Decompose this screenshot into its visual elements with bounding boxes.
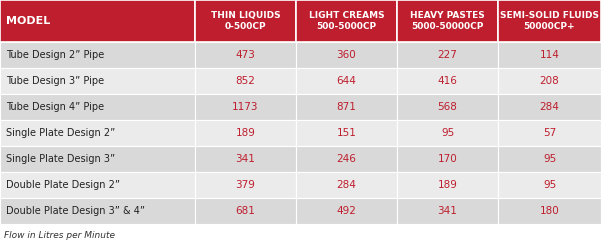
Text: Double Plate Design 3” & 4”: Double Plate Design 3” & 4” — [6, 206, 145, 216]
Text: 246: 246 — [337, 154, 356, 164]
Text: 341: 341 — [438, 206, 457, 216]
Bar — [498, 68, 601, 94]
Bar — [498, 94, 601, 120]
Bar — [296, 146, 397, 172]
Bar — [498, 0, 601, 42]
Text: 208: 208 — [540, 76, 560, 86]
Bar — [498, 172, 601, 198]
Text: 379: 379 — [236, 180, 255, 190]
Bar — [296, 94, 397, 120]
Text: Tube Design 4” Pipe: Tube Design 4” Pipe — [6, 102, 104, 112]
Text: THIN LIQUIDS
0-500CP: THIN LIQUIDS 0-500CP — [211, 11, 280, 31]
Text: 416: 416 — [438, 76, 457, 86]
Bar — [195, 172, 296, 198]
Bar — [296, 198, 397, 224]
Text: HEAVY PASTES
5000-50000CP: HEAVY PASTES 5000-50000CP — [410, 11, 485, 31]
Text: 170: 170 — [438, 154, 457, 164]
Bar — [195, 42, 296, 68]
Bar — [397, 120, 498, 146]
Text: 227: 227 — [438, 50, 457, 60]
Bar — [195, 0, 296, 42]
Bar — [397, 68, 498, 94]
Text: Tube Design 2” Pipe: Tube Design 2” Pipe — [6, 50, 104, 60]
Text: 189: 189 — [438, 180, 457, 190]
Text: 95: 95 — [543, 154, 556, 164]
Text: 473: 473 — [236, 50, 255, 60]
Bar — [296, 120, 397, 146]
Bar — [498, 120, 601, 146]
Bar — [296, 68, 397, 94]
Text: 180: 180 — [540, 206, 560, 216]
Text: 284: 284 — [337, 180, 356, 190]
Bar — [195, 198, 296, 224]
Text: 360: 360 — [337, 50, 356, 60]
Bar — [0, 0, 195, 42]
Bar — [0, 198, 195, 224]
Text: 852: 852 — [236, 76, 255, 86]
Text: 871: 871 — [337, 102, 356, 112]
Text: SEMI-SOLID FLUIDS
50000CP+: SEMI-SOLID FLUIDS 50000CP+ — [500, 11, 599, 31]
Text: Single Plate Design 2”: Single Plate Design 2” — [6, 128, 115, 138]
Text: 492: 492 — [337, 206, 356, 216]
Text: MODEL: MODEL — [6, 16, 50, 26]
Bar — [498, 42, 601, 68]
Bar — [296, 42, 397, 68]
Bar — [0, 146, 195, 172]
Text: 151: 151 — [337, 128, 356, 138]
Bar — [397, 94, 498, 120]
Bar — [0, 68, 195, 94]
Bar — [296, 172, 397, 198]
Text: 284: 284 — [540, 102, 560, 112]
Bar — [0, 42, 195, 68]
Text: Flow in Litres per Minute: Flow in Litres per Minute — [4, 231, 115, 240]
Bar — [296, 0, 397, 42]
Bar — [397, 146, 498, 172]
Bar — [397, 0, 498, 42]
Bar — [498, 146, 601, 172]
Text: 568: 568 — [438, 102, 457, 112]
Text: 57: 57 — [543, 128, 556, 138]
Text: 341: 341 — [236, 154, 255, 164]
Text: Tube Design 3” Pipe: Tube Design 3” Pipe — [6, 76, 104, 86]
Text: 189: 189 — [236, 128, 255, 138]
Bar — [0, 120, 195, 146]
Bar — [0, 94, 195, 120]
Text: Double Plate Design 2”: Double Plate Design 2” — [6, 180, 120, 190]
Text: 681: 681 — [236, 206, 255, 216]
Text: 114: 114 — [540, 50, 560, 60]
Bar — [397, 42, 498, 68]
Bar — [397, 198, 498, 224]
Bar — [195, 146, 296, 172]
Text: 95: 95 — [441, 128, 454, 138]
Text: 644: 644 — [337, 76, 356, 86]
Bar — [195, 68, 296, 94]
Text: LIGHT CREAMS
500-5000CP: LIGHT CREAMS 500-5000CP — [309, 11, 384, 31]
Bar — [195, 120, 296, 146]
Bar — [498, 198, 601, 224]
Bar — [0, 172, 195, 198]
Text: 1173: 1173 — [232, 102, 259, 112]
Text: Single Plate Design 3”: Single Plate Design 3” — [6, 154, 115, 164]
Bar — [195, 94, 296, 120]
Text: 95: 95 — [543, 180, 556, 190]
Bar — [397, 172, 498, 198]
